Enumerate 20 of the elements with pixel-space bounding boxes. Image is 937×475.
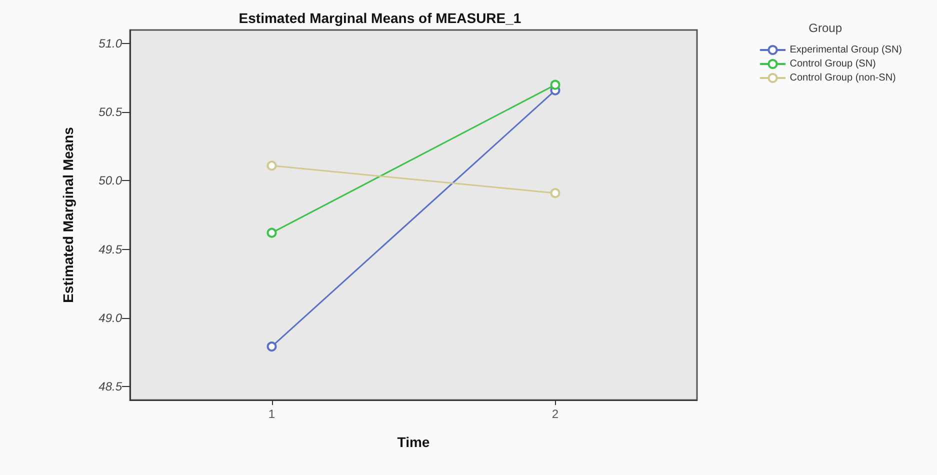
y-tick-label: 49.5 xyxy=(98,242,122,256)
y-tick-label: 49.0 xyxy=(98,310,122,325)
y-tick-label: 50.0 xyxy=(98,174,122,188)
y-tick-label: 51.0 xyxy=(98,36,122,51)
point xyxy=(266,342,277,352)
x-tick-label: 2 xyxy=(552,407,559,421)
y-axis-title: Estimated Marginal Means xyxy=(60,126,76,303)
y-tick-label: 50.5 xyxy=(98,105,122,120)
legend-label: Control Group (SN) xyxy=(790,58,876,70)
legend-label: Control Group (non-SN) xyxy=(790,72,896,84)
point xyxy=(550,188,560,198)
chart-title: Estimated Marginal Means of MEASURE_1 xyxy=(238,10,522,26)
point xyxy=(550,80,560,90)
x-axis-title: Time xyxy=(397,434,430,450)
legend-title: Group xyxy=(808,21,842,35)
legend-label: Experimental Group (SN) xyxy=(790,44,902,56)
x-tick-label: 1 xyxy=(268,407,276,421)
y-tick-label: 48.5 xyxy=(98,379,122,394)
point xyxy=(266,228,277,238)
point xyxy=(266,160,277,171)
